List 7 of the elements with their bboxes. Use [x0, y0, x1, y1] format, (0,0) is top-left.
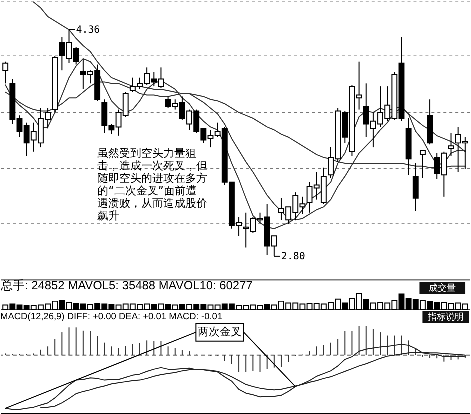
chart-title: MACD(12,26,9) DIFF: +0.00 DEA: +0.01 MACD: -0.01: [0, 312, 223, 322]
annotation: 成交量: [429, 283, 456, 294]
annotation: 两次金叉: [198, 325, 242, 338]
annotation: 4.36: [76, 24, 100, 36]
annotation: 虽然受到空头力量狙击，造成一次死叉，但随即空头的进攻在多方的“二次金叉”面前遭遇溃败，从而造成股价飙升: [98, 147, 208, 222]
text: 指标说明: [427, 312, 464, 324]
annotation: 2.80: [281, 251, 306, 262]
